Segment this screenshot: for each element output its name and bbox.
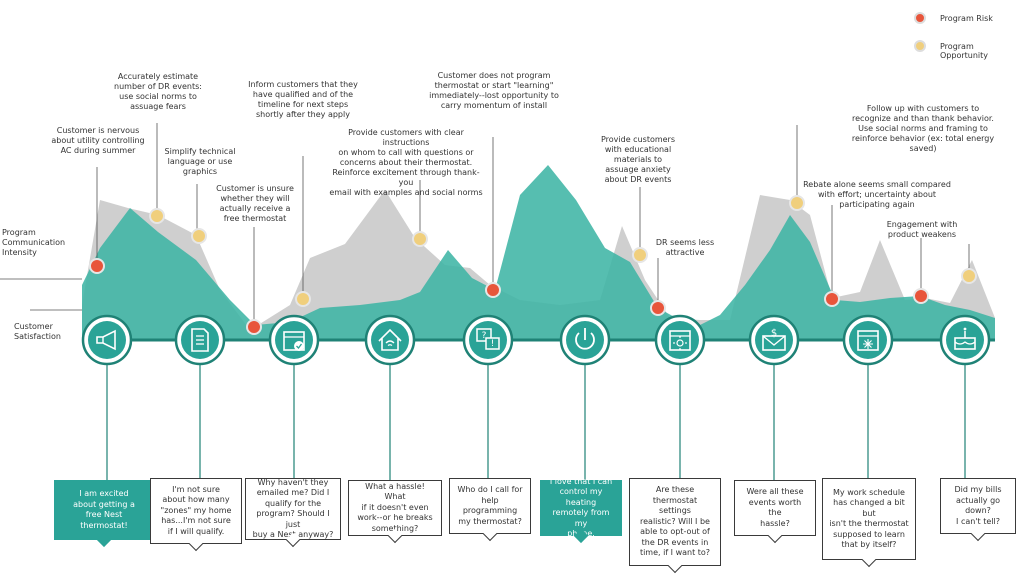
svg-text:$: $ xyxy=(771,328,777,339)
annotation-simplify-language: Simplify technical language or use graph… xyxy=(164,147,236,176)
program-risk-marker xyxy=(650,300,666,316)
risk-legend-dot xyxy=(914,12,926,24)
communication-intensity-label: Program Communication Intensity xyxy=(2,228,66,257)
megaphone-icon xyxy=(96,329,116,351)
customer-satisfaction-label: Customer Satisfaction xyxy=(14,322,61,341)
program-risk-marker xyxy=(485,282,501,298)
program-opportunity-marker xyxy=(191,228,207,244)
stage-marker: ?! xyxy=(462,314,514,366)
annotation-not-programmed: Customer does not program thermostat or … xyxy=(429,71,559,110)
program-risk-marker xyxy=(824,291,840,307)
program-opportunity-marker xyxy=(789,195,805,211)
customer-quote-bubble: Are these thermostat settings realistic?… xyxy=(629,478,721,566)
annotation-inform-qualified: Inform customers that they have qualifie… xyxy=(248,80,358,119)
stage-connectors xyxy=(106,362,966,480)
envelope-dollar-icon: $ xyxy=(762,328,786,351)
program-opportunity-marker xyxy=(295,291,311,307)
stage-marker: $ xyxy=(748,314,800,366)
customer-quote-bubble: Were all these events worth the hassle? xyxy=(734,480,816,536)
opportunity-legend-dot xyxy=(914,40,926,52)
customer-quote-bubble: What a hassle! What if it doesn't even w… xyxy=(348,480,442,536)
calendar-check-icon xyxy=(283,331,305,351)
customer-quote-bubble: My work schedule has changed a bit but i… xyxy=(822,478,916,560)
cake-icon xyxy=(954,327,976,350)
svg-text:?: ? xyxy=(482,331,487,341)
customer-quote-bubble: Who do I call for help programming my th… xyxy=(449,478,531,534)
program-opportunity-marker xyxy=(412,231,428,247)
power-icon xyxy=(575,328,595,350)
annotation-rebate-small: Rebate alone seems small compared with e… xyxy=(803,180,951,209)
annotation-clear-instructions: Provide customers with clear instruction… xyxy=(329,128,483,197)
program-risk-marker xyxy=(913,288,929,304)
annotation-follow-up: Follow up with customers to recognize an… xyxy=(851,104,995,153)
stage-marker xyxy=(654,314,706,366)
program-risk-marker xyxy=(246,319,262,335)
customer-quote-bubble: I am excited about getting a free Nest t… xyxy=(54,480,154,540)
stage-marker xyxy=(268,314,320,366)
customer-quote-bubble: Did my bills actually go down? I can't t… xyxy=(940,478,1016,534)
annotation-dr-less-attractive: DR seems less attractive xyxy=(655,238,715,257)
opportunity-legend-label: Program Opportunity xyxy=(940,42,989,60)
annotation-educational-materials: Provide customers with educational mater… xyxy=(600,135,676,184)
stage-marker xyxy=(842,314,894,366)
program-risk-marker xyxy=(89,258,105,274)
customer-satisfaction-area xyxy=(82,165,995,340)
leader-lines xyxy=(0,123,970,326)
stage-marker xyxy=(364,314,416,366)
stage-marker xyxy=(81,314,133,366)
stage-marker xyxy=(174,314,226,366)
question-chat-icon: ?! xyxy=(476,328,500,350)
customer-quote-bubble: Why haven't they emailed me? Did I quali… xyxy=(245,478,341,540)
program-opportunity-marker xyxy=(961,268,977,284)
program-opportunity-marker xyxy=(149,208,165,224)
customer-quote-bubble: I'm not sure about how many "zones" my h… xyxy=(150,478,242,544)
annotation-nervous-customer: Customer is nervous about utility contro… xyxy=(51,126,145,155)
risk-legend-label: Program Risk xyxy=(940,14,993,23)
annotation-estimate-dr-events: Accurately estimate number of DR events:… xyxy=(114,72,202,111)
customer-quote-bubble: I love that I can control my heating rem… xyxy=(540,477,622,538)
home-wifi-icon xyxy=(378,328,402,351)
document-icon xyxy=(191,328,209,352)
stage-markers: ?! $ xyxy=(81,314,991,366)
program-opportunity-marker xyxy=(632,247,648,263)
stage-marker xyxy=(559,314,611,366)
stage-marker xyxy=(939,314,991,366)
svg-text:!: ! xyxy=(491,339,495,349)
program-markers xyxy=(89,195,977,335)
annotation-unsure-thermostat: Customer is unsure whether they will act… xyxy=(216,184,294,223)
annotation-engagement-weakens: Engagement with product weakens xyxy=(886,220,958,239)
calendar-snow-icon xyxy=(857,330,879,351)
calendar-sun-icon xyxy=(669,330,691,351)
